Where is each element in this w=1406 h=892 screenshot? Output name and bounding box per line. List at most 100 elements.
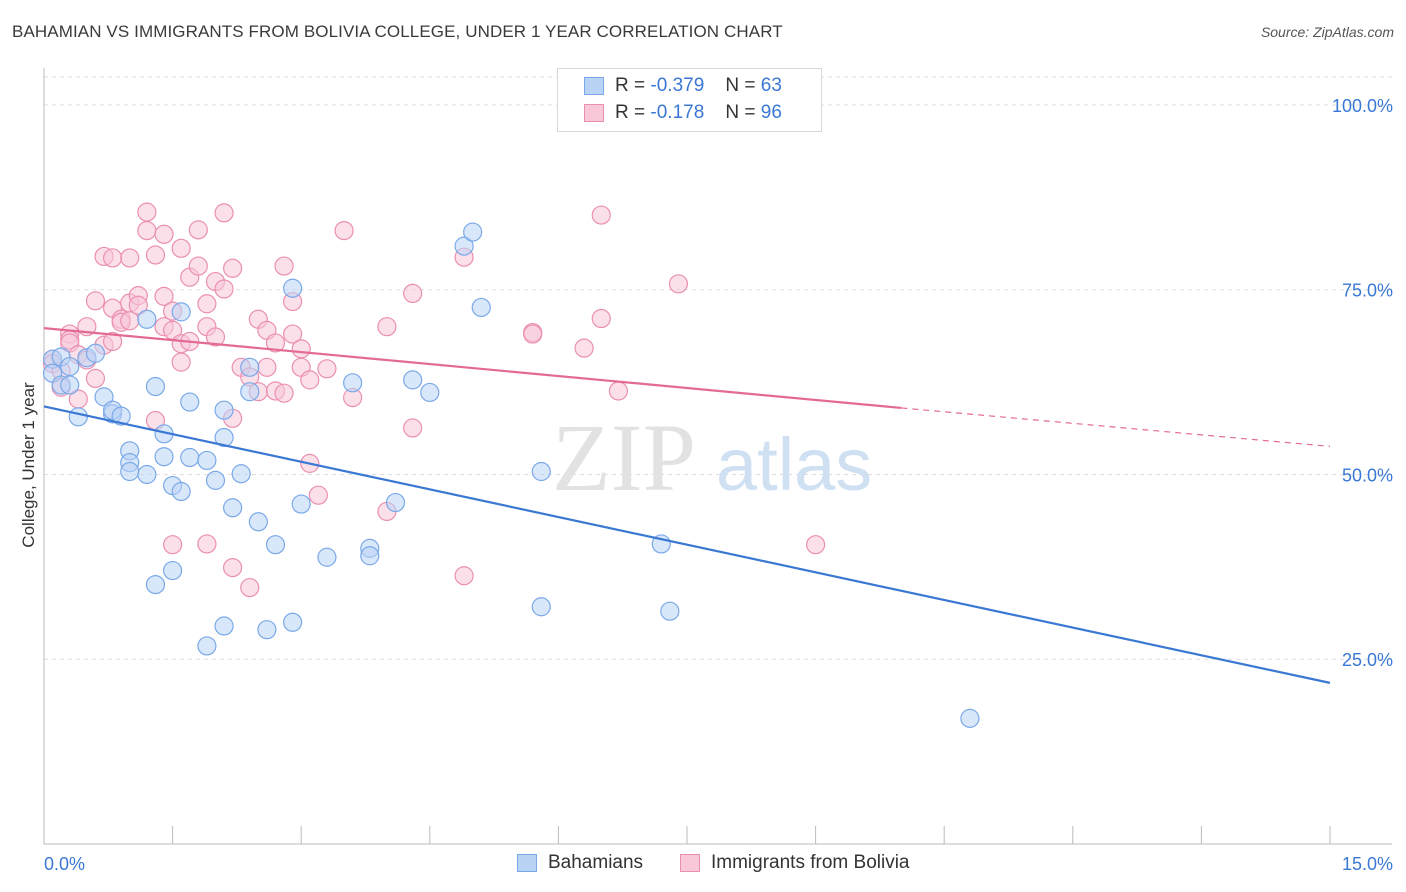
point-bolivia — [137, 202, 157, 222]
point-bahamians — [214, 400, 234, 420]
correlation-legend: R = -0.379 N = 63 R = -0.178 N = 96 — [557, 68, 822, 132]
y-tick-label: 75.0% — [1342, 281, 1393, 301]
point-bahamians — [214, 427, 234, 448]
point-bahamians — [223, 498, 243, 518]
point-bolivia — [274, 256, 294, 276]
point-bolivia — [171, 238, 191, 258]
point-bolivia — [188, 256, 208, 276]
point-bahamians — [145, 376, 166, 397]
point-bolivia — [805, 535, 826, 555]
point-bahamians — [283, 278, 303, 298]
point-bolivia — [163, 535, 183, 555]
point-bolivia — [171, 352, 191, 372]
point-bahamians — [471, 297, 491, 318]
point-bahamians — [240, 382, 260, 402]
watermark: ZIP atlas — [552, 404, 872, 511]
point-bolivia — [317, 359, 337, 379]
watermark-zip: ZIP — [552, 404, 696, 511]
legend-swatch-bolivia — [680, 854, 700, 872]
point-bolivia — [197, 294, 217, 314]
point-bahamians — [385, 492, 406, 513]
point-bahamians — [960, 708, 980, 728]
point-bolivia — [403, 283, 423, 304]
point-bahamians — [248, 512, 268, 532]
y-tick-labels: 25.0% 50.0% 75.0% 100.0% — [1332, 96, 1393, 670]
legend-swatch-bahamians — [584, 77, 604, 95]
trend-line-bolivia — [43, 327, 902, 410]
data-points — [42, 202, 980, 728]
legend-r-label: R = — [615, 102, 646, 123]
legend-swatch-bolivia — [584, 104, 604, 122]
point-bolivia — [137, 220, 157, 241]
point-bolivia — [145, 245, 166, 265]
point-bolivia — [85, 291, 106, 311]
point-bahamians — [145, 574, 166, 595]
point-bahamians — [60, 356, 80, 377]
point-bahamians — [240, 357, 260, 377]
trend-line-bahamians — [43, 405, 1331, 684]
point-bolivia — [197, 534, 217, 554]
point-bahamians — [111, 406, 131, 426]
point-bolivia — [257, 357, 277, 377]
point-bahamians — [60, 375, 80, 395]
trend-line-bolivia-extension — [901, 407, 1331, 447]
point-bahamians — [231, 464, 251, 484]
legend-r-value: -0.178 — [650, 102, 705, 123]
series-legend: Bahamians Immigrants from Bolivia — [0, 852, 1406, 878]
point-bolivia — [214, 279, 234, 299]
point-bahamians — [214, 616, 234, 636]
point-bolivia — [591, 205, 611, 225]
point-bolivia — [291, 339, 311, 359]
legend-n-value: 96 — [760, 102, 782, 123]
point-bahamians — [205, 470, 226, 490]
y-tick-label: 50.0% — [1342, 465, 1393, 485]
x-tick-label-min: 0.0% — [44, 854, 85, 874]
point-bolivia — [523, 324, 543, 344]
point-bahamians — [660, 601, 680, 621]
x-tick-marks — [43, 826, 1331, 844]
point-bolivia — [334, 220, 354, 241]
point-bolivia — [574, 338, 594, 358]
point-bahamians — [531, 461, 551, 482]
point-bolivia — [223, 258, 243, 278]
watermark-atlas: atlas — [716, 423, 872, 506]
point-bolivia — [454, 566, 474, 586]
point-bolivia — [102, 331, 123, 352]
point-bolivia — [154, 224, 174, 244]
point-bahamians — [120, 461, 140, 482]
point-bolivia — [188, 220, 208, 240]
point-bolivia — [120, 248, 140, 268]
point-bolivia — [274, 383, 294, 403]
point-bahamians — [360, 546, 380, 566]
point-bolivia — [154, 286, 174, 306]
point-bahamians — [531, 597, 551, 617]
legend-n-value: 63 — [760, 75, 782, 96]
point-bolivia — [668, 274, 689, 294]
point-bahamians — [257, 620, 277, 640]
point-bahamians — [197, 636, 217, 656]
point-bahamians — [197, 450, 217, 471]
point-bolivia — [265, 333, 286, 353]
point-bahamians — [171, 302, 191, 322]
x-tick-label-max: 15.0% — [1342, 854, 1393, 874]
point-bolivia — [283, 324, 303, 344]
point-bolivia — [591, 308, 611, 329]
point-bahamians — [343, 373, 363, 393]
point-bolivia — [608, 381, 629, 401]
source-label: Source: ZipAtlas.com — [1260, 24, 1394, 40]
point-bolivia — [205, 327, 226, 347]
y-axis-label: College, Under 1 year — [19, 382, 38, 548]
point-bolivia — [403, 418, 423, 438]
legend-n-label: N = — [725, 75, 756, 96]
point-bahamians — [463, 222, 483, 242]
point-bahamians — [163, 560, 183, 581]
point-bolivia — [308, 485, 328, 505]
legend-swatch-bahamians — [517, 854, 537, 872]
legend-n-label: N = — [725, 102, 756, 123]
trend-lines — [43, 327, 1331, 684]
point-bahamians — [420, 382, 440, 403]
point-bahamians — [68, 407, 88, 427]
y-tick-label: 100.0% — [1332, 96, 1393, 116]
point-bahamians — [291, 494, 311, 514]
point-bahamians — [137, 309, 157, 329]
